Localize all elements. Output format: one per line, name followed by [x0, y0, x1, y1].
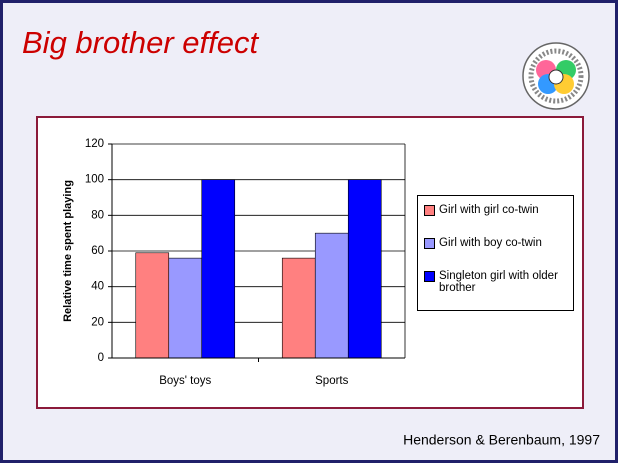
bar	[168, 257, 203, 359]
x-tick-label: Boys' toys	[159, 375, 211, 387]
logo	[522, 42, 590, 110]
bar	[314, 232, 349, 359]
y-tick-label: 100	[85, 174, 104, 186]
citation: Henderson & Berenbaum, 1997	[403, 432, 600, 448]
legend-item: Singleton girl with older brother	[424, 270, 569, 294]
bar	[201, 179, 236, 359]
legend-item: Girl with boy co-twin	[424, 237, 569, 249]
bar	[281, 257, 316, 359]
legend-swatch	[424, 205, 435, 216]
legend-swatch	[424, 238, 435, 249]
legend-item: Girl with girl co-twin	[424, 204, 569, 216]
legend: Girl with girl co-twin Girl with boy co-t…	[417, 195, 574, 311]
y-tick-label: 0	[98, 352, 104, 364]
y-tick-label: 80	[91, 209, 104, 221]
legend-label: Girl with girl co-twin	[439, 204, 539, 216]
y-tick-label: 20	[91, 316, 104, 328]
bar	[135, 252, 170, 359]
y-axis-label: Relative time spent playing	[62, 180, 74, 322]
bar	[347, 179, 382, 359]
y-tick-label: 40	[91, 281, 104, 293]
y-tick-label: 60	[91, 245, 104, 257]
slide-title: Big brother effect	[22, 25, 259, 60]
legend-label: Singleton girl with older brother	[439, 270, 558, 294]
legend-label: Girl with boy co-twin	[439, 237, 542, 249]
y-tick-label: 120	[85, 138, 104, 150]
legend-swatch	[424, 271, 435, 282]
x-tick-label: Sports	[315, 375, 348, 387]
legend-holder: Girl with girl co-twin Girl with boy co-t…	[417, 195, 574, 311]
